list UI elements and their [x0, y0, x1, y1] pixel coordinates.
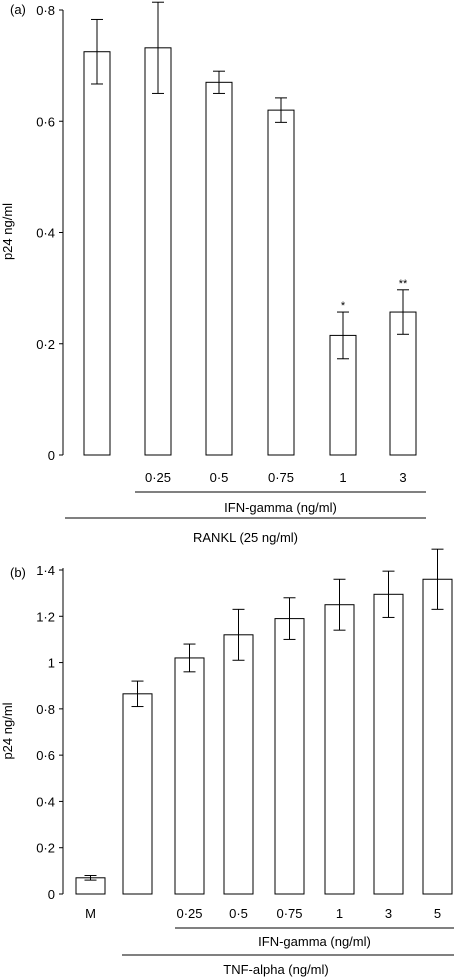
- panel-a-label: (a): [10, 2, 26, 17]
- panel-b-bar: [223, 634, 254, 895]
- panel-a-category-label: 0·5: [210, 470, 229, 485]
- panel-b-bar: [174, 657, 205, 895]
- panel-b-category-label: M: [85, 906, 96, 921]
- panel-a-group-label: IFN-gamma (ng/ml): [224, 500, 337, 515]
- panel-a-category-label: 3: [399, 470, 406, 485]
- panel-a-category-label: 1: [339, 470, 346, 485]
- panel-a-bar: [83, 51, 111, 456]
- panel-b-category-label: 1: [336, 906, 343, 921]
- panel-a-y-tick-label: 0·8: [36, 3, 55, 18]
- panel-a-y-axis-title: p24 ng/ml: [0, 203, 15, 260]
- panel-b-y-tick-label: 0: [48, 887, 55, 902]
- panel-a-bar: [205, 81, 233, 456]
- panel-b-group-label: TNF-alpha (ng/ml): [223, 962, 328, 977]
- panel-b-category-label: 0·75: [276, 906, 302, 921]
- panel-b-y-tick-label: 1·2: [36, 609, 55, 624]
- panel-b-y-axis-title: p24 ng/ml: [0, 702, 15, 759]
- panel-b-category-label: 3: [385, 906, 392, 921]
- panel-b-group-label: IFN-gamma (ng/ml): [258, 934, 371, 949]
- panel-a-bar: [144, 47, 172, 456]
- panel-a-group-label: RANKL (25 ng/ml): [193, 530, 298, 545]
- panel-b-bar: [122, 693, 153, 895]
- panel-a-significance-mark: **: [399, 278, 408, 290]
- panel-b-y-tick-label: 1: [48, 656, 55, 671]
- panel-b-category-label: 0·5: [229, 906, 248, 921]
- panel-a-y-tick-label: 0·4: [36, 226, 55, 241]
- panel-b-y-tick-label: 0·4: [36, 794, 55, 809]
- panel-b-y-tick-label: 0·6: [36, 748, 55, 763]
- panel-a-y-tick-label: 0: [48, 448, 55, 463]
- panel-a-y-tick-label: 0·6: [36, 114, 55, 129]
- panel-b-category-label: 0·25: [176, 906, 202, 921]
- panel-b-bar: [324, 604, 355, 895]
- panel-a-category-label: 0·25: [145, 470, 171, 485]
- panel-b-y-tick-label: 0·8: [36, 702, 55, 717]
- panel-b-y-tick-label: 0·2: [36, 841, 55, 856]
- panel-b-bar: [274, 618, 305, 895]
- panel-b-label: (b): [10, 565, 26, 580]
- panel-a-significance-mark: *: [341, 300, 346, 312]
- panel-a-bar: [389, 311, 417, 456]
- panel-a-category-label: 0·75: [268, 470, 294, 485]
- panel-b-category-label: 5: [434, 906, 441, 921]
- panel-a-bar: [267, 109, 295, 456]
- panel-b-y-tick-label: 1·4: [36, 563, 55, 578]
- panel-b-bar: [422, 578, 453, 895]
- panel-b-bar: [373, 593, 404, 895]
- panel-a-y-tick-label: 0·2: [36, 337, 55, 352]
